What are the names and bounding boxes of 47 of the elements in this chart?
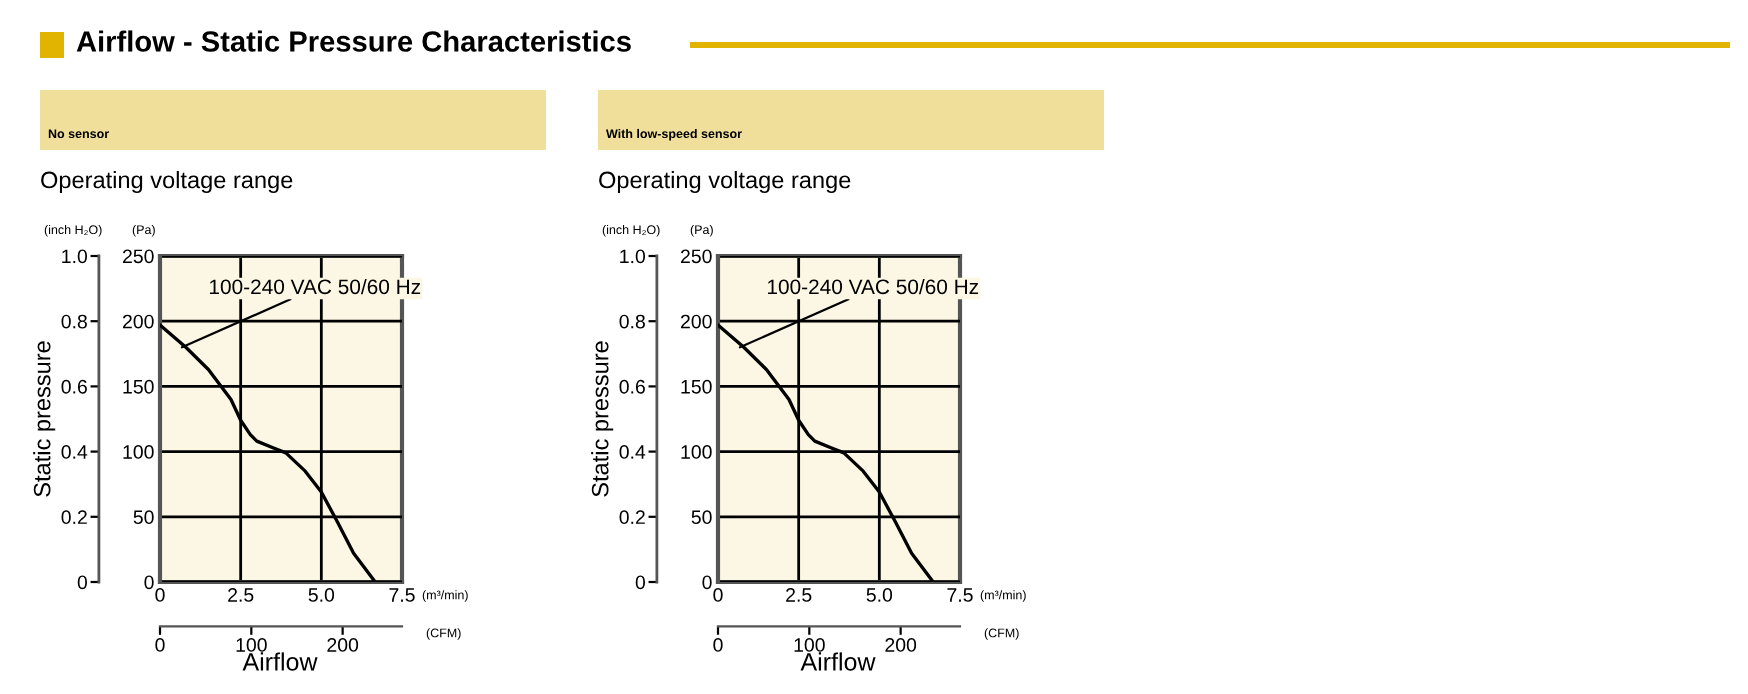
y2-tick-label: 100 <box>123 445 154 459</box>
y2-tick-label: 200 <box>680 314 712 329</box>
y-tick-label: 1.0 <box>62 249 88 264</box>
annotation: 100-240 VAC 50/60 Hz <box>767 278 979 295</box>
x2-tick-label: 0 <box>713 638 723 652</box>
x-tick-label: 5.0 <box>866 588 893 602</box>
y2-tick-label: 150 <box>681 379 712 394</box>
x-tick-label: 5.0 <box>308 588 335 602</box>
y-tick-label: 0.6 <box>61 379 87 394</box>
y2-tick-label: 250 <box>680 249 712 264</box>
y-tick-label: 0.2 <box>61 510 87 525</box>
y2-tick-label: 50 <box>691 510 712 525</box>
y-tick-label: 0.4 <box>619 445 646 459</box>
y-axis-title: Static pressure <box>591 341 614 497</box>
y-tick-label: 0 <box>635 575 646 590</box>
x2-tick-label: 100 <box>794 638 825 652</box>
y2-tick-label: 0 <box>702 575 712 590</box>
y2-tick-label: 50 <box>133 510 154 525</box>
y-tick-label: 0.2 <box>619 510 645 525</box>
y-tick-label: 0.4 <box>61 445 88 459</box>
y-tick-label: 1.0 <box>620 249 646 264</box>
y-axis-title: Static pressure <box>33 341 56 497</box>
y2-tick-label: 150 <box>123 379 154 394</box>
x2-tick-label: 200 <box>885 638 917 652</box>
y2-tick-label: 100 <box>681 445 712 459</box>
y-tick-label: 0 <box>77 575 88 590</box>
x2-tick-label: 200 <box>327 638 359 652</box>
x-tick-label: 7.5 <box>947 588 973 602</box>
y2-tick-label: 0 <box>144 575 154 590</box>
y-tick-label: 0.8 <box>619 314 645 329</box>
x-tick-label: 2.5 <box>228 588 254 602</box>
x-axis-title: Airflow <box>242 652 318 671</box>
x2-tick-label: 0 <box>155 638 165 652</box>
y2-tick-label: 200 <box>122 314 154 329</box>
chart-title: Operating voltage range <box>41 171 293 194</box>
x-tick-label: 2.5 <box>786 588 812 602</box>
y2-tick-label: 250 <box>122 249 154 264</box>
x-tick-label: 7.5 <box>389 588 415 602</box>
annotation: 100-240 VAC 50/60 Hz <box>209 278 421 295</box>
y-tick-label: 0.6 <box>619 379 645 394</box>
x2-tick-label: 100 <box>236 638 267 652</box>
text: Airflow - Static Pressure Characteristics <box>76 30 631 52</box>
y-tick-label: 0.8 <box>61 314 87 329</box>
chart-title: Operating voltage range <box>599 171 851 194</box>
x-axis-title: Airflow <box>800 652 876 671</box>
x-tick-label: 0 <box>713 588 723 602</box>
x-tick-label: 0 <box>155 588 165 602</box>
